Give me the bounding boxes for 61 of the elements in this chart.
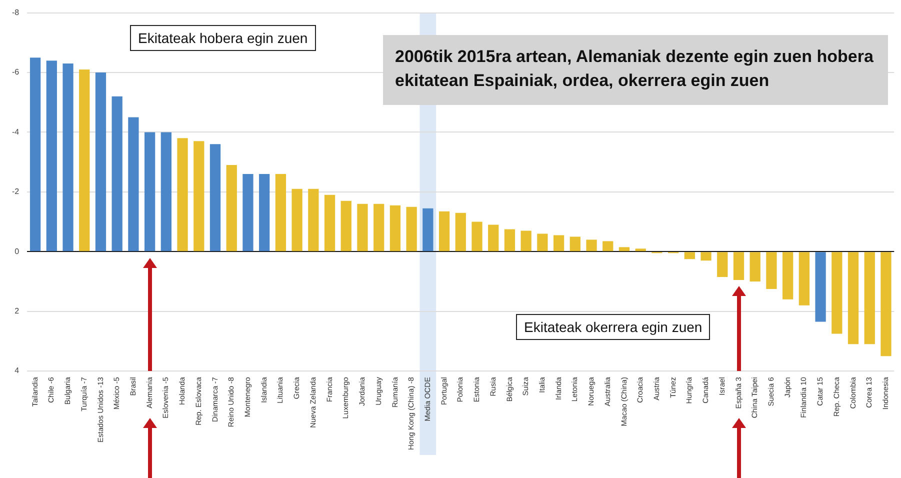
y-tick-label: -2 (12, 187, 20, 196)
bar (95, 72, 106, 252)
bar (160, 132, 172, 252)
y-tick-label: 4 (14, 366, 20, 376)
bar (324, 194, 336, 252)
bar (455, 212, 466, 252)
bar (292, 188, 302, 252)
bar (602, 241, 614, 252)
bar (438, 211, 450, 252)
bar (308, 188, 319, 252)
y-tick-label: 2 (14, 306, 20, 316)
bar (422, 208, 434, 252)
bar (553, 235, 564, 252)
bar (750, 252, 760, 282)
annotation: Ekitateak hobera egin zuen (130, 25, 316, 51)
bar (275, 174, 286, 252)
bar (112, 96, 122, 252)
bar (586, 240, 597, 252)
bar (374, 204, 384, 252)
bar (46, 60, 57, 252)
bar (832, 252, 842, 334)
y-tick-label: -4 (12, 127, 20, 136)
bar (128, 117, 139, 252)
bar (782, 252, 794, 300)
y-tick-label: -6 (12, 68, 20, 77)
bar (144, 132, 156, 252)
bar (259, 174, 270, 252)
bar (242, 174, 254, 252)
bar (406, 206, 417, 252)
bar (700, 252, 712, 261)
bar (618, 247, 630, 252)
annotation: Ekitateak okerrera egin zuen (516, 314, 710, 340)
bar (472, 222, 482, 252)
bar (570, 236, 580, 252)
bar (848, 252, 859, 344)
bar (79, 70, 90, 252)
bar (357, 204, 368, 252)
bar (537, 234, 548, 252)
bar (504, 229, 516, 252)
y-tick-label: 0 (14, 246, 20, 256)
bar (390, 205, 401, 252)
bar (798, 252, 810, 306)
bar (194, 141, 204, 252)
bar (733, 252, 744, 280)
bar (177, 138, 188, 252)
bar (30, 58, 41, 252)
bar (684, 252, 695, 260)
bar (864, 252, 875, 344)
bar (488, 224, 499, 252)
bar (635, 248, 646, 252)
bar (210, 144, 221, 252)
bar (717, 252, 728, 278)
bar (340, 200, 352, 252)
bar (520, 230, 532, 252)
bar (815, 252, 826, 322)
bar (766, 252, 777, 289)
bar (226, 165, 237, 252)
bar (62, 64, 74, 252)
text: 2006tik 2015ra artean, Alemaniak dezente egin zuen hobera ekitatean Espainiak, ordea, okerrera egin zuen (383, 35, 888, 105)
bar (880, 252, 892, 356)
y-tick-label: -8 (12, 8, 20, 18)
